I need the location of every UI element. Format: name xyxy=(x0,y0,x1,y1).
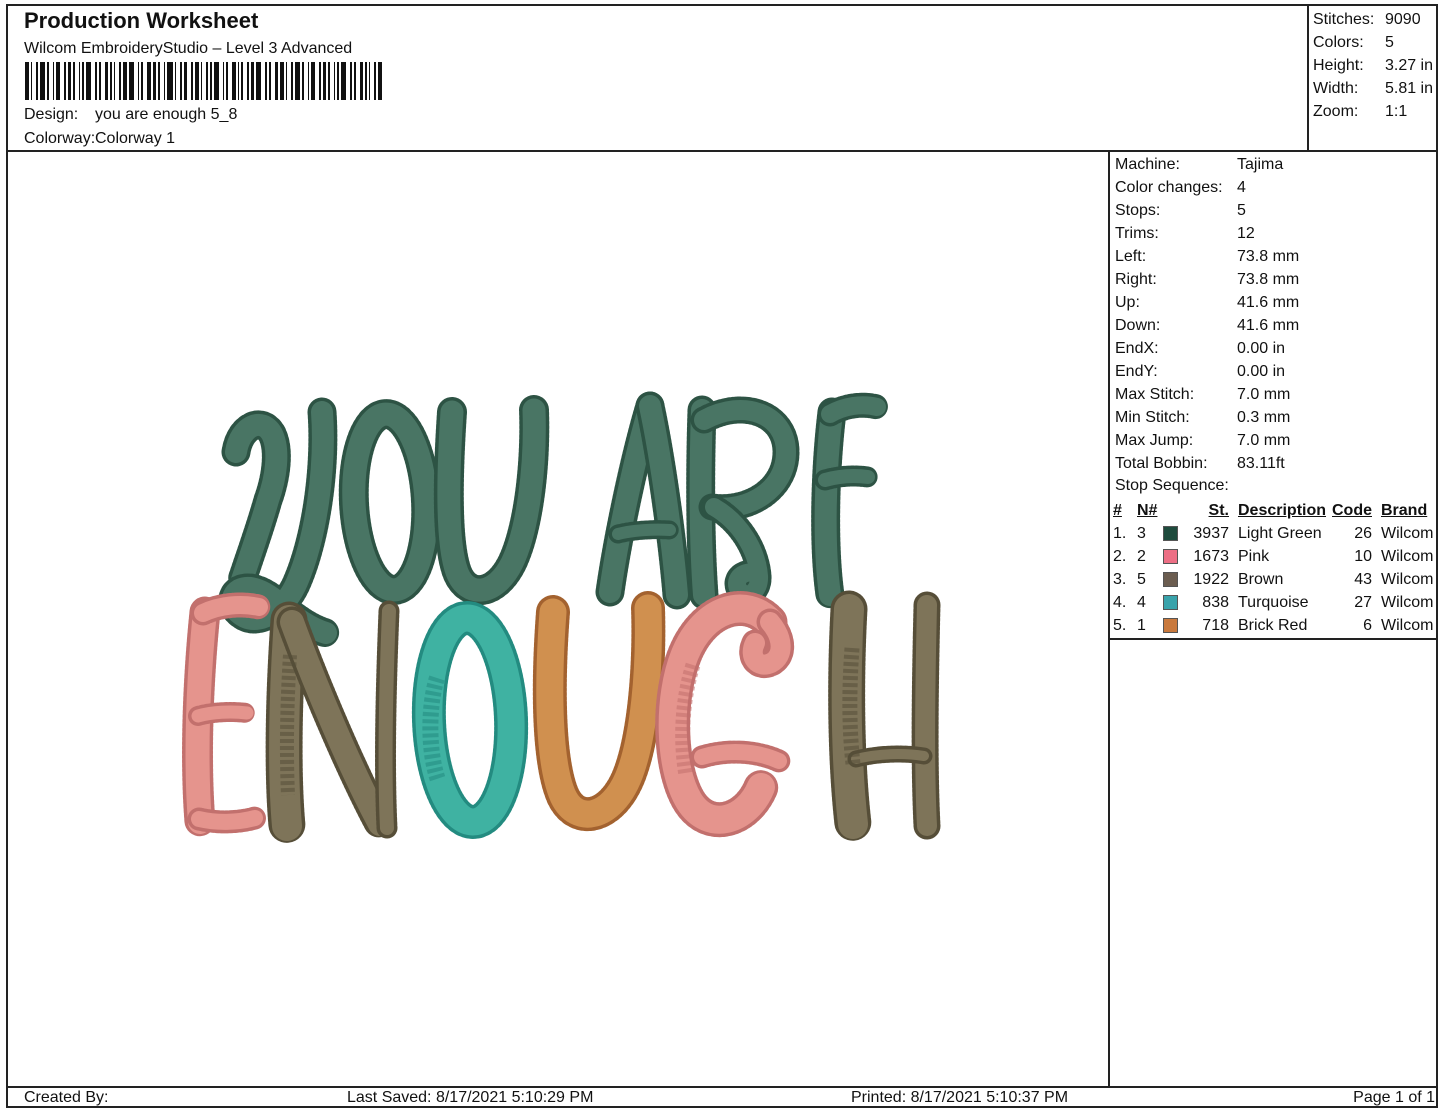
detail-endy: EndY: 0.00 in xyxy=(1115,363,1286,380)
divider-header-bottom xyxy=(6,150,1438,152)
page-title: Production Worksheet xyxy=(24,8,259,33)
design-name-row: Design: you are enough 5_8 xyxy=(24,106,237,124)
software-subtitle: Wilcom EmbroideryStudio – Level 3 Advanc… xyxy=(24,40,353,57)
design-barcode xyxy=(25,62,385,100)
detail-max-stitch: Max Stitch: 7.0 mm xyxy=(1115,386,1291,403)
table-row: 2. 2 1673 Pink 10 Wilcom xyxy=(1113,548,1434,565)
stat-height: Height: 3.27 in xyxy=(1313,57,1434,74)
divider-stats-left xyxy=(1307,4,1309,152)
detail-endx: EndX: 0.00 in xyxy=(1115,340,1286,357)
colorway-value: Colorway 1 xyxy=(95,130,176,147)
footer-bar: Created By: Last Saved: 8/17/2021 5:10:2… xyxy=(0,1087,1445,1108)
thread-color-swatch xyxy=(1163,618,1178,633)
stat-stitches: Stitches: 9090 xyxy=(1313,11,1421,28)
divider-stopseq-bottom xyxy=(1110,638,1438,640)
detail-machine: Machine: Tajima xyxy=(1115,156,1284,173)
colorway-row: Colorway: Colorway 1 xyxy=(24,130,175,148)
divider-footer-top xyxy=(6,1086,1438,1088)
printed-text: Printed: 8/17/2021 5:10:37 PM xyxy=(851,1089,1069,1106)
stop-sequence-table: # N# St. Description Code Brand 1. 3 393… xyxy=(1113,499,1437,637)
detail-color-changes: Color changes: 4 xyxy=(1115,179,1246,196)
last-saved-text: Last Saved: 8/17/2021 5:10:29 PM xyxy=(347,1089,594,1106)
detail-total-bobbin: Total Bobbin: 83.11ft xyxy=(1115,455,1285,472)
detail-down: Down: 41.6 mm xyxy=(1115,317,1300,334)
summary-stats-box: Stitches: 9090 Colors: 5 Height: 3.27 in… xyxy=(1313,8,1433,123)
detail-up: Up: 41.6 mm xyxy=(1115,294,1300,311)
machine-details-panel: Machine: Tajima Color changes: 4 Stops: 5 T… xyxy=(1115,153,1437,475)
detail-trims: Trims: 12 xyxy=(1115,225,1255,242)
table-row: 1. 3 3937 Light Green 26 Wilcom xyxy=(1113,525,1434,542)
stat-width: Width: 5.81 in xyxy=(1313,80,1434,97)
stat-zoom: Zoom: 1:1 xyxy=(1313,103,1408,120)
table-row: 3. 5 1922 Brown 43 Wilcom xyxy=(1113,571,1434,588)
thread-color-swatch xyxy=(1163,595,1178,610)
thread-color-swatch xyxy=(1163,572,1178,587)
detail-right: Right: 73.8 mm xyxy=(1115,271,1300,288)
page-number: Page 1 of 1 xyxy=(1353,1089,1435,1106)
table-row: 4. 4 838 Turquoise 27 Wilcom xyxy=(1113,594,1434,611)
page-border xyxy=(6,4,1438,1108)
detail-left: Left: 73.8 mm xyxy=(1115,248,1300,265)
stop-sequence-header-row: # N# St. Description Code Brand xyxy=(1113,502,1428,519)
stop-sequence-title: Stop Sequence: xyxy=(1115,477,1229,494)
stat-colors: Colors: 5 xyxy=(1313,34,1394,51)
table-row: 5. 1 718 Brick Red 6 Wilcom xyxy=(1113,617,1434,634)
divider-panel-left xyxy=(1108,150,1110,1087)
created-by-label: Created By: xyxy=(24,1089,109,1106)
detail-min-stitch: Min Stitch: 0.3 mm xyxy=(1115,409,1291,426)
design-label: Design: xyxy=(24,106,79,123)
design-value: you are enough 5_8 xyxy=(95,106,238,123)
thread-color-swatch xyxy=(1163,549,1178,564)
thread-color-swatch xyxy=(1163,526,1178,541)
colorway-label: Colorway: xyxy=(24,130,96,147)
detail-stops: Stops: 5 xyxy=(1115,202,1246,219)
detail-max-jump: Max Jump: 7.0 mm xyxy=(1115,432,1291,449)
